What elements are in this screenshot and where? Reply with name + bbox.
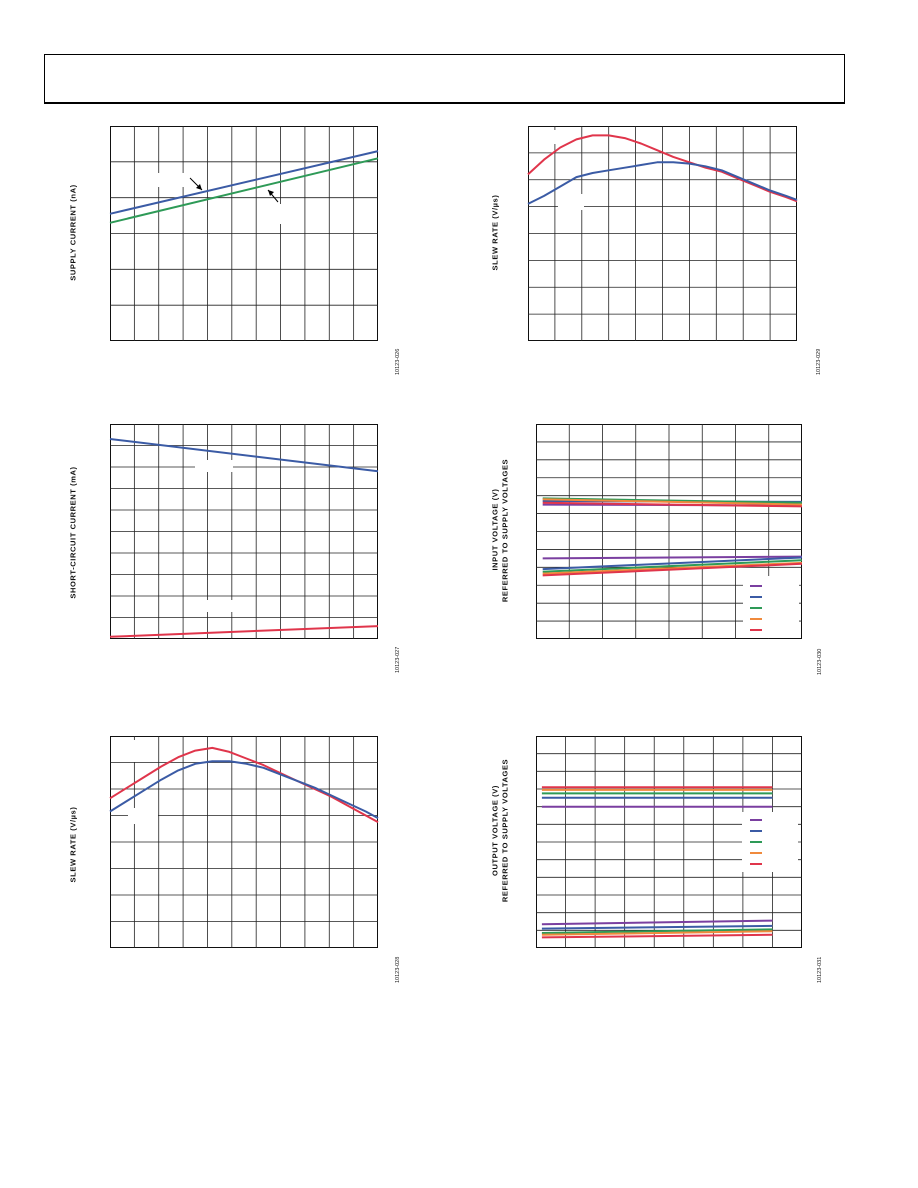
series-line-1 xyxy=(109,438,379,473)
arrowhead-1 xyxy=(196,184,202,190)
series-line-1 xyxy=(109,150,379,215)
chart6-y-axis-label-2: REFERRED TO SUPPLY VOLTAGES xyxy=(500,758,510,903)
series-line-9 xyxy=(542,561,803,575)
series-line-6 xyxy=(542,555,803,560)
page-header-box xyxy=(44,54,845,104)
series-line-9 xyxy=(541,930,773,936)
chart5-figure-id: 10123-028 xyxy=(395,956,401,983)
chart-output-voltage xyxy=(536,736,802,948)
chart-slew-rate-bottom xyxy=(109,736,379,948)
label-mask xyxy=(155,173,189,187)
chart1-figure-id: 10123-026 xyxy=(395,348,401,375)
series-line-8 xyxy=(541,928,773,934)
series-line-2 xyxy=(109,625,379,638)
chart3-figure-id: 10123-027 xyxy=(395,646,401,673)
series-line-2 xyxy=(109,157,379,224)
chart5-y-axis-label: SLEW RATE (V/µs) xyxy=(68,806,78,883)
chart4-y-axis-label: INPUT VOLTAGE (V) xyxy=(490,488,500,571)
series-line-1 xyxy=(109,746,379,823)
label-mask xyxy=(195,460,233,472)
series-line-6 xyxy=(541,919,773,926)
series-line-1 xyxy=(527,134,798,203)
chart2-figure-id: 10123-029 xyxy=(816,348,822,375)
arrowhead-2 xyxy=(268,190,274,196)
series-line-2 xyxy=(527,161,798,205)
series-line-5 xyxy=(542,501,803,508)
series-line-4 xyxy=(542,498,803,506)
label-mask xyxy=(128,808,158,824)
series-line-10 xyxy=(542,562,803,577)
label-mask xyxy=(558,194,584,210)
chart6-figure-id: 10123-031 xyxy=(817,956,823,983)
series-line-8 xyxy=(542,559,803,573)
chart3-y-axis-label: SHORT-CIRCUIT CURRENT (mA) xyxy=(68,466,78,599)
chart1-y-axis-label: SUPPLY CURRENT (nA) xyxy=(68,184,78,281)
chart-input-voltage xyxy=(536,424,803,639)
label-mask xyxy=(260,204,288,224)
chart2-y-axis-label: SLEW RATE (V/µs) xyxy=(490,194,500,271)
chart-short-circuit-current xyxy=(109,424,379,639)
series-line-2 xyxy=(109,760,379,819)
chart4-y-axis-label-2: REFERRED TO SUPPLY VOLTAGES xyxy=(500,458,510,603)
chart4-figure-id: 10123-030 xyxy=(817,648,823,675)
label-mask xyxy=(128,740,154,762)
chart-slew-rate-top xyxy=(527,126,798,341)
series-line-10 xyxy=(541,933,773,939)
chart-supply-current xyxy=(109,126,379,341)
label-mask xyxy=(546,130,570,144)
label-mask xyxy=(195,600,233,612)
series-line-7 xyxy=(541,924,773,930)
chart6-y-axis-label: OUTPUT VOLTAGE (V) xyxy=(490,785,500,876)
series-line-3 xyxy=(542,497,803,504)
series-line-7 xyxy=(542,556,803,571)
